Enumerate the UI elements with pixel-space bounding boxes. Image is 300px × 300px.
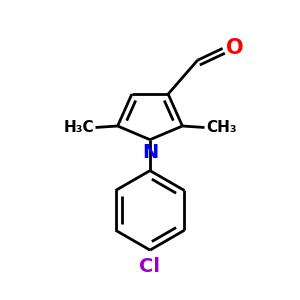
Text: N: N (142, 143, 158, 162)
Text: CH₃: CH₃ (206, 120, 237, 135)
Text: H₃C: H₃C (63, 120, 94, 135)
Text: O: O (226, 38, 244, 58)
Text: Cl: Cl (140, 256, 160, 276)
